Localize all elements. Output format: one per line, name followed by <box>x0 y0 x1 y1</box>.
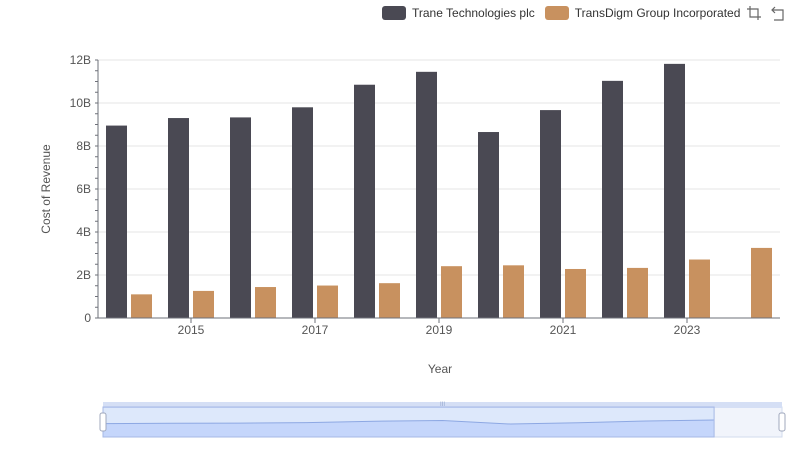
bar-trane-2019[interactable] <box>416 71 437 318</box>
zoom-handle-left[interactable] <box>99 412 107 432</box>
bar-trane-2017[interactable] <box>292 107 313 318</box>
bar-trane-2022[interactable] <box>602 80 623 318</box>
bar-transdigm-2015[interactable] <box>193 290 214 318</box>
bar-transdigm-2017[interactable] <box>317 285 338 318</box>
bar-trane-2014[interactable] <box>106 125 127 318</box>
zoom-handle-right[interactable] <box>778 412 786 432</box>
zoom-preview-area <box>103 420 715 437</box>
zoom-icon[interactable] <box>746 5 762 21</box>
bar-transdigm-2021[interactable] <box>565 268 586 318</box>
toolbox <box>746 5 786 21</box>
bar-transdigm-2018[interactable] <box>379 283 400 318</box>
bar-trane-2023[interactable] <box>664 63 685 319</box>
y-axis-label: Cost of Revenue <box>39 144 53 234</box>
x-tick-label: 2015 <box>178 323 205 337</box>
y-tick-label: 10B <box>70 96 91 110</box>
bar-trane-2015[interactable] <box>168 118 189 318</box>
y-tick-label: 8B <box>76 139 91 153</box>
legend-item-trane[interactable]: Trane Technologies plc <box>382 6 535 20</box>
legend-label-trane: Trane Technologies plc <box>412 6 535 20</box>
y-tick-label: 4B <box>76 225 91 239</box>
bar-trane-2016[interactable] <box>230 117 251 318</box>
bar-trane-2021[interactable] <box>540 110 561 318</box>
bar-trane-2018[interactable] <box>354 84 375 318</box>
bar-transdigm-2022[interactable] <box>627 267 648 318</box>
bar-transdigm-2016[interactable] <box>255 287 276 318</box>
zoom-grip-label: III <box>440 402 445 408</box>
bar-transdigm-2023[interactable] <box>689 259 710 318</box>
y-tick-label: 0 <box>84 311 91 325</box>
x-tick-label: 2023 <box>674 323 701 337</box>
bar-trane-2020[interactable] <box>478 132 499 318</box>
restore-icon[interactable] <box>770 5 786 21</box>
y-tick-label: 2B <box>76 268 91 282</box>
bars <box>106 63 772 319</box>
bar-transdigm-2014[interactable] <box>131 294 152 318</box>
zoom-selection[interactable] <box>102 406 715 438</box>
axes: 0 2B 4B 6B 8B 10B 12B 2015 2017 2019 2021 2023 <box>70 53 780 337</box>
legend-swatch-trane <box>382 6 406 20</box>
bar-transdigm-2020[interactable] <box>503 265 524 318</box>
bar-transdigm-2019[interactable] <box>441 266 462 318</box>
legend-item-transdigm[interactable]: TransDigm Group Incorporated <box>544 6 741 20</box>
zoom-preview-line <box>102 419 715 425</box>
legend: Trane Technologies plc TransDigm Group I… <box>382 3 740 23</box>
y-tick-label: 12B <box>70 53 91 67</box>
x-axis-label: Year <box>427 362 453 376</box>
y-tick-label: 6B <box>76 182 91 196</box>
legend-label-transdigm: TransDigm Group Incorporated <box>574 6 741 20</box>
data-zoom-slider[interactable]: III <box>99 402 786 438</box>
x-tick-label: 2017 <box>302 323 329 337</box>
x-tick-label: 2019 <box>426 323 453 337</box>
legend-swatch-transdigm <box>544 6 569 20</box>
zoom-top-bar[interactable] <box>103 402 782 408</box>
bar-transdigm-2024[interactable] <box>751 247 772 318</box>
x-tick-label: 2021 <box>550 323 577 337</box>
